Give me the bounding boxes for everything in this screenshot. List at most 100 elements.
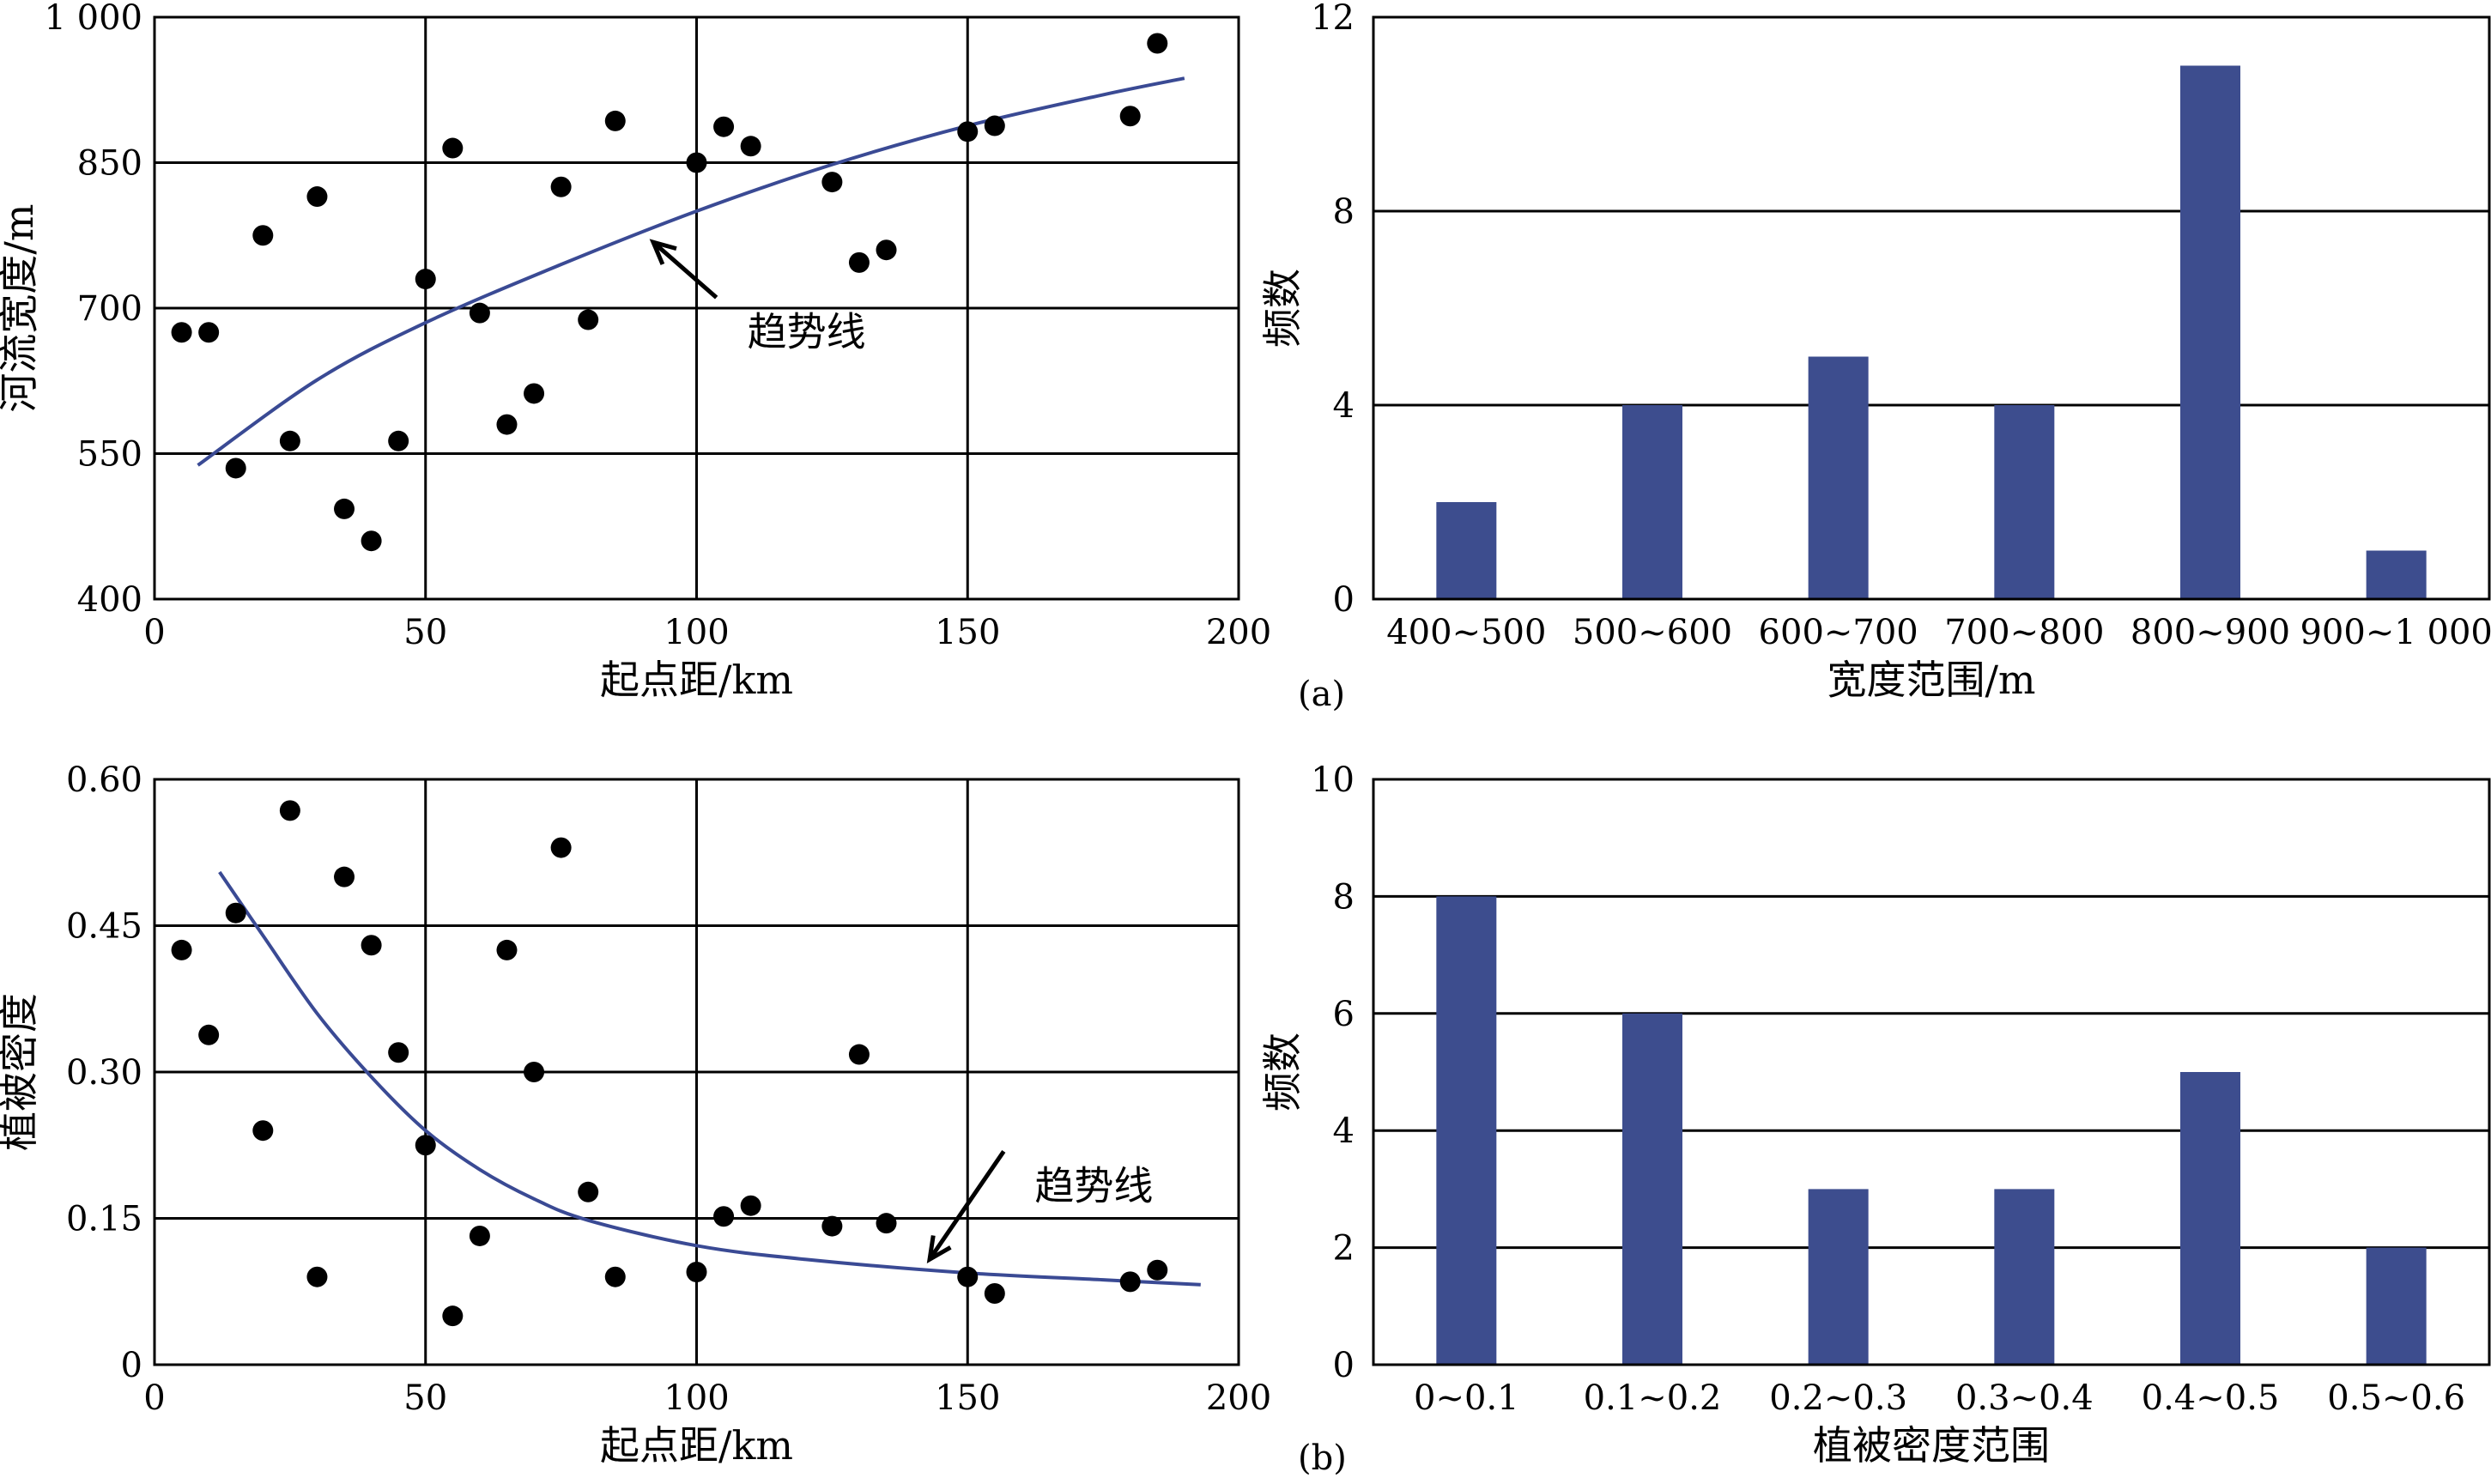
data-point: [198, 322, 220, 343]
data-point: [578, 309, 599, 330]
data-point: [550, 176, 572, 197]
data-point: [306, 186, 328, 208]
plot-frame: [153, 15, 1240, 601]
data-point: [469, 302, 490, 324]
y-axis-label: 频数: [1259, 269, 1306, 348]
y-tick-label: 4: [1333, 386, 1355, 426]
y-tick-label: 4: [1333, 1111, 1355, 1151]
plot-frame: [1372, 15, 2491, 601]
x-tick-label: 100: [664, 613, 729, 652]
data-point: [876, 239, 897, 261]
data-point: [388, 430, 409, 451]
x-axis-label: 起点距/km: [600, 657, 793, 703]
x-tick-label: 150: [935, 1378, 1000, 1418]
panel-label: (a): [1298, 675, 1345, 714]
x-tick-label: 700~800: [1944, 613, 2104, 652]
data-point: [821, 1215, 843, 1237]
y-tick-label: 700: [77, 289, 142, 329]
panel-b-histogram-chart: 0~0.1 0.1~0.2 0.2~0.3 0.3~0.4 0.4~0.5 0.5~0.6…: [1259, 760, 2491, 1469]
bar: [1808, 1189, 1869, 1365]
y-tick-label: 1 000: [44, 0, 142, 38]
y-tick-label: 550: [77, 435, 142, 475]
bar: [1994, 1189, 2055, 1365]
annotation-arrow: [926, 1149, 1006, 1263]
y-tick-label: 8: [1333, 877, 1355, 917]
x-tick-label: 150: [935, 613, 1000, 652]
data-point: [740, 1195, 761, 1216]
trend-line: [197, 76, 1185, 467]
data-point: [171, 322, 192, 343]
data-point: [496, 414, 518, 435]
data-point: [252, 1120, 274, 1142]
data-point: [848, 251, 870, 273]
data-point: [957, 1266, 979, 1287]
y-axis-label: 植被密度: [0, 993, 42, 1151]
x-tick-label: 900~1 000: [2300, 613, 2491, 652]
x-tick-label: 0.1~0.2: [1584, 1378, 1722, 1418]
y-tick-label: 0: [121, 1346, 142, 1385]
annotation-text: 趋势线: [748, 309, 866, 355]
x-tick-label: 50: [403, 1378, 447, 1418]
annotation-text: 趋势线: [1034, 1162, 1153, 1208]
data-point: [524, 1062, 545, 1082]
data-point: [984, 1283, 1005, 1305]
bar: [1808, 356, 1869, 599]
data-point: [604, 1266, 626, 1287]
x-tick-label: 0: [143, 613, 165, 652]
data-point: [388, 1042, 409, 1063]
y-tick-label: 0.15: [66, 1200, 142, 1239]
data-point: [415, 1135, 436, 1156]
bar: [1994, 405, 2055, 599]
bar: [1622, 405, 1682, 599]
plot-frame: [153, 778, 1240, 1366]
panel-a-histogram-chart: 400~500 500~600 600~700 700~800 800~900 900~1…: [1259, 0, 2491, 703]
trend-line: [218, 870, 1201, 1287]
y-tick-label: 12: [1311, 0, 1355, 38]
data-point: [1119, 106, 1141, 127]
data-point: [876, 1213, 897, 1234]
x-tick-label: 500~600: [1573, 613, 1732, 652]
x-tick-label: 50: [403, 613, 447, 652]
y-tick-label: 0.45: [66, 907, 142, 947]
data-point: [279, 800, 300, 821]
x-tick-label: 600~700: [1759, 613, 1918, 652]
data-point: [415, 269, 436, 290]
data-point: [361, 530, 382, 552]
data-point: [334, 498, 355, 519]
data-point: [524, 383, 545, 404]
y-tick-label: 2: [1333, 1229, 1355, 1269]
data-point: [1147, 33, 1168, 54]
data-point: [361, 935, 382, 956]
bar: [1436, 502, 1497, 599]
data-point: [686, 1262, 707, 1283]
data-point: [469, 1225, 490, 1246]
data-point: [306, 1266, 328, 1287]
data-point: [334, 866, 355, 887]
data-point: [1147, 1259, 1168, 1281]
bar: [1622, 1013, 1682, 1365]
data-point: [225, 902, 246, 924]
plot-frame: [1372, 778, 2491, 1366]
y-tick-label: 400: [77, 580, 142, 620]
data-point: [984, 115, 1005, 136]
x-tick-label: 200: [1206, 1378, 1271, 1418]
y-tick-label: 0: [1333, 1346, 1355, 1385]
data-point: [198, 1024, 220, 1045]
data-point: [604, 110, 626, 131]
x-tick-label: 0.3~0.4: [1955, 1378, 2094, 1418]
y-tick-label: 0.60: [66, 760, 142, 800]
data-point: [442, 137, 464, 159]
y-tick-label: 0.30: [66, 1053, 142, 1093]
data-point: [225, 457, 246, 479]
x-axis-label: 宽度范围/m: [1827, 657, 2035, 703]
x-tick-label: 0.2~0.3: [1769, 1378, 1907, 1418]
y-tick-label: 10: [1311, 760, 1355, 800]
x-axis-label: 起点距/km: [600, 1422, 793, 1469]
data-point: [713, 1206, 735, 1227]
data-point: [848, 1044, 870, 1065]
y-tick-label: 850: [77, 144, 142, 184]
panel-label: (b): [1298, 1439, 1347, 1478]
bar: [2180, 1072, 2240, 1365]
data-point: [279, 430, 300, 451]
